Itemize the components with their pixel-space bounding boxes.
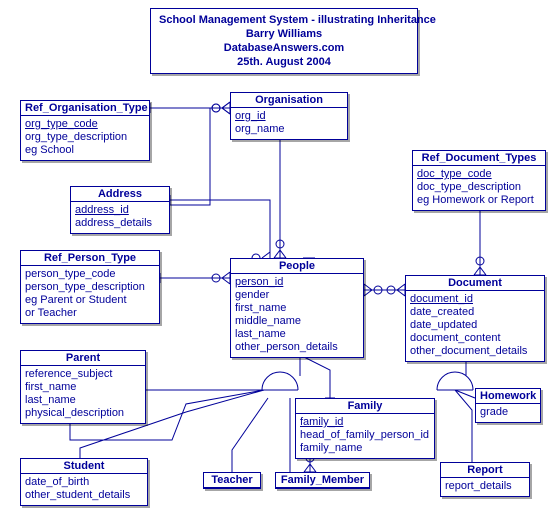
title-line: 25th. August 2004 xyxy=(159,55,409,69)
entity-attr: or Teacher xyxy=(25,307,155,320)
entity-title: Teacher xyxy=(204,473,260,488)
entity-report: Report report_details xyxy=(440,462,530,497)
entity-attr: gender xyxy=(235,289,359,302)
entity-attrs: report_details xyxy=(441,478,529,496)
entity-attr: date_of_birth xyxy=(25,476,143,489)
entity-title: People xyxy=(231,259,363,274)
entity-attr: person_id xyxy=(235,276,359,289)
entity-title: Parent xyxy=(21,351,145,366)
entity-attr: doc_type_code xyxy=(417,168,541,181)
entity-ref_org_type: Ref_Organisation_Typeorg_type_codeorg_ty… xyxy=(20,100,150,161)
entity-people: Peopleperson_idgenderfirst_namemiddle_na… xyxy=(230,258,364,358)
title-line: DatabaseAnswers.com xyxy=(159,41,409,55)
entity-title: Homework xyxy=(476,389,540,404)
entity-attr: date_created xyxy=(410,306,540,319)
title-box: School Management System - illustrating … xyxy=(150,8,418,74)
entity-attrs: doc_type_codedoc_type_descriptioneg Home… xyxy=(413,166,545,210)
entity-attr: eg Parent or Student xyxy=(25,294,155,307)
entity-attr: family_name xyxy=(300,442,430,455)
entity-attr: document_content xyxy=(410,332,540,345)
title-line: School Management System - illustrating … xyxy=(159,13,409,27)
entity-attr: other_document_details xyxy=(410,345,540,358)
entity-attr: other_person_details xyxy=(235,341,359,354)
entity-teacher: Teacher xyxy=(203,472,261,489)
entity-attr: address_details xyxy=(75,217,165,230)
entity-attr: doc_type_description xyxy=(417,181,541,194)
entity-attr: first_name xyxy=(25,381,141,394)
entity-document: Documentdocument_iddate_createddate_upda… xyxy=(405,275,545,362)
entity-attr: person_type_code xyxy=(25,268,155,281)
entity-title: Ref_Organisation_Type xyxy=(21,101,149,116)
entity-attrs: reference_subjectfirst_namelast_namephys… xyxy=(21,366,145,423)
entity-attrs: document_iddate_createddate_updateddocum… xyxy=(406,291,544,361)
entity-student: Studentdate_of_birthother_student_detail… xyxy=(20,458,148,506)
entity-attr: person_type_description xyxy=(25,281,155,294)
title-line: Barry Williams xyxy=(159,27,409,41)
entity-attr: org_type_description xyxy=(25,131,145,144)
entity-attrs: org_idorg_name xyxy=(231,108,347,139)
entity-attr: head_of_family_person_id xyxy=(300,429,430,442)
entity-attr: family_id xyxy=(300,416,430,429)
entity-family: Familyfamily_idhead_of_family_person_idf… xyxy=(295,398,435,459)
entity-title: Family xyxy=(296,399,434,414)
entity-attr: middle_name xyxy=(235,315,359,328)
entity-attr: last_name xyxy=(235,328,359,341)
entity-homework: Homework grade xyxy=(475,388,541,423)
entity-attr: address_id xyxy=(75,204,165,217)
entity-attrs: address_idaddress_details xyxy=(71,202,169,233)
entity-title: Document xyxy=(406,276,544,291)
entity-title: Ref_Document_Types xyxy=(413,151,545,166)
entity-attr: physical_description xyxy=(25,407,141,420)
entity-ref_doc_types: Ref_Document_Typesdoc_type_codedoc_type_… xyxy=(412,150,546,211)
entity-attr: document_id xyxy=(410,293,540,306)
entity-attr: org_id xyxy=(235,110,343,123)
entity-attr: org_type_code xyxy=(25,118,145,131)
entity-ref_person_type: Ref_Person_Typeperson_type_codeperson_ty… xyxy=(20,250,160,324)
entity-title: Address xyxy=(71,187,169,202)
entity-organisation: Organisationorg_idorg_name xyxy=(230,92,348,140)
entity-attrs: org_type_codeorg_type_descriptioneg Scho… xyxy=(21,116,149,160)
entity-title: Organisation xyxy=(231,93,347,108)
entity-title: Family_Member xyxy=(276,473,369,488)
entity-attr: org_name xyxy=(235,123,343,136)
entity-attrs: person_type_codeperson_type_descriptione… xyxy=(21,266,159,323)
entity-attr: date_updated xyxy=(410,319,540,332)
entity-attr: eg Homework or Report xyxy=(417,194,541,207)
entity-family_member: Family_Member xyxy=(275,472,370,489)
entity-attr: other_student_details xyxy=(25,489,143,502)
entity-title: Report xyxy=(441,463,529,478)
entity-title: Ref_Person_Type xyxy=(21,251,159,266)
entity-attr: report_details xyxy=(445,480,525,493)
entity-attr: last_name xyxy=(25,394,141,407)
entity-attr: reference_subject xyxy=(25,368,141,381)
entity-attr: grade xyxy=(480,406,536,419)
entity-attr: first_name xyxy=(235,302,359,315)
entity-address: Addressaddress_idaddress_details xyxy=(70,186,170,234)
entity-attrs: date_of_birthother_student_details xyxy=(21,474,147,505)
entity-attrs: person_idgenderfirst_namemiddle_namelast… xyxy=(231,274,363,357)
entity-title: Student xyxy=(21,459,147,474)
entity-attrs: grade xyxy=(476,404,540,422)
entity-attrs: family_idhead_of_family_person_idfamily_… xyxy=(296,414,434,458)
entity-parent: Parentreference_subjectfirst_namelast_na… xyxy=(20,350,146,424)
entity-attr: eg School xyxy=(25,144,145,157)
